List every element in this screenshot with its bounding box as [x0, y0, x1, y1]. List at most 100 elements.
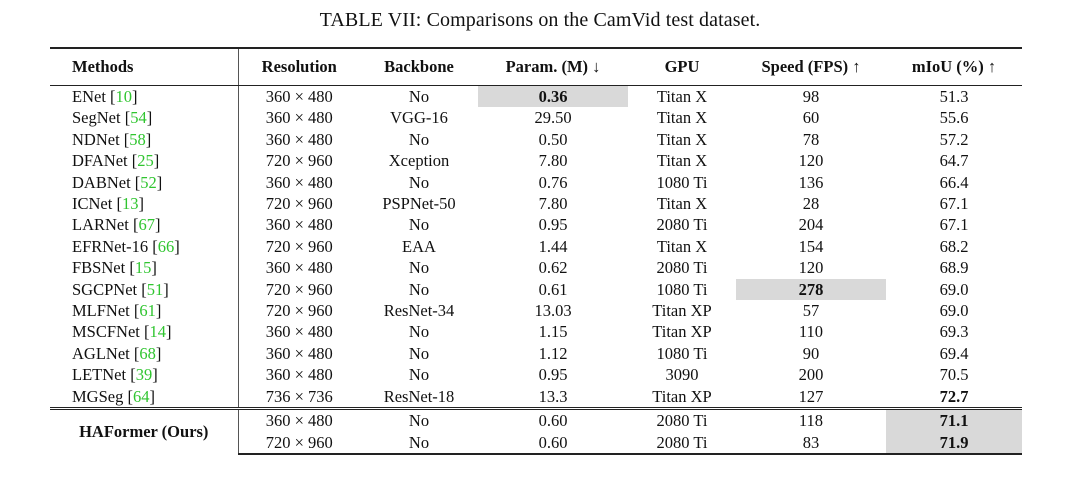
backbone-cell: No [408, 258, 430, 278]
backbone-cell: No [408, 215, 430, 235]
backbone-cell: No [408, 322, 430, 342]
citation-link[interactable]: 52 [140, 172, 157, 192]
citation-link[interactable]: 64 [132, 386, 150, 406]
speed-cell: 200 [798, 365, 824, 385]
speed-cell: 120 [798, 258, 824, 278]
param-cell: 13.3 [538, 386, 568, 406]
citation-link[interactable]: 68 [139, 343, 156, 363]
citation-link[interactable]: 66 [157, 236, 175, 256]
resolution-cell: 360 × 480 [265, 343, 333, 363]
gpu-cell: 2080 Ti [628, 431, 736, 455]
resolution-cell: 360 × 480 [265, 365, 333, 385]
speed-cell: 60 [802, 108, 820, 128]
method-cell: LARNet [67] [50, 214, 239, 236]
miou-cell: 69.3 [939, 322, 969, 342]
citation-link[interactable]: 15 [134, 258, 152, 278]
method-name: MSCFNet [72, 322, 140, 342]
citation-link[interactable]: 14 [149, 322, 166, 342]
table-row: ENet [10] 360 × 480 No 0.36 Titan X 98 5… [50, 85, 1022, 108]
miou-cell: 69.4 [939, 343, 969, 363]
method-cell: SGCPNet [51] [50, 278, 239, 301]
citation-link[interactable]: 10 [115, 87, 133, 106]
miou-cell: 70.5 [939, 365, 969, 385]
table-caption: TABLE VII: Comparisons on the CamVid tes… [319, 9, 761, 31]
citation-link[interactable]: 25 [137, 151, 154, 171]
citation-link[interactable]: 58 [129, 129, 146, 149]
method-cell: LETNet [39] [50, 364, 239, 386]
method-cell: EFRNet-16 [66] [50, 235, 239, 258]
backbone-cell: No [408, 343, 430, 363]
method-name: LETNet [72, 365, 127, 385]
param-cell: 1.12 [538, 343, 568, 363]
param-cell: 0.60 [478, 431, 628, 455]
method-name: FBSNet [72, 258, 126, 278]
param-cell-best: 0.36 [478, 85, 628, 108]
backbone-cell: No [408, 87, 430, 106]
method-name: ENet [72, 87, 106, 106]
speed-cell: 83 [736, 431, 886, 455]
speed-cell: 98 [802, 87, 820, 106]
header-gpu: GPU [628, 47, 736, 86]
param-cell: 0.76 [538, 172, 568, 192]
resolution-cell: 720 × 960 [265, 194, 333, 214]
resolution-cell: 720 × 960 [238, 431, 360, 455]
backbone-cell: No [360, 431, 478, 455]
method-cell: ENet [10] [50, 85, 239, 108]
miou-cell: 66.4 [939, 172, 969, 192]
gpu-cell: 2080 Ti [656, 258, 708, 278]
param-cell: 0.62 [538, 258, 568, 278]
gpu-cell: Titan X [656, 194, 708, 214]
miou-cell-highlight: 71.9 [886, 431, 1022, 455]
comparison-table: Methods Resolution Backbone Param. (M) ↓… [50, 47, 1022, 455]
header-speed: Speed (FPS) ↑ [736, 47, 886, 86]
citation-link[interactable]: 54 [130, 108, 147, 128]
resolution-cell: 720 × 960 [265, 151, 333, 171]
method-cell: FBSNet [15] [50, 257, 239, 279]
speed-cell: 57 [802, 301, 820, 321]
miou-cell: 68.2 [939, 236, 969, 256]
header-row: Methods Resolution Backbone Param. (M) ↓… [50, 47, 1022, 86]
miou-cell: 55.6 [939, 108, 969, 128]
method-cell: ICNet [13] [50, 193, 239, 215]
gpu-cell: 1080 Ti [656, 172, 708, 192]
method-name: MLFNet [72, 301, 130, 321]
speed-cell-best: 278 [736, 278, 886, 301]
miou-cell: 57.2 [939, 129, 969, 149]
speed-cell: 118 [736, 407, 886, 432]
miou-cell: 69.0 [939, 301, 969, 321]
resolution-cell: 720 × 960 [265, 301, 333, 321]
speed-cell: 110 [798, 322, 824, 342]
backbone-cell: No [408, 365, 430, 385]
param-cell: 7.80 [538, 194, 568, 214]
backbone-cell: No [408, 279, 430, 299]
miou-cell: 51.3 [939, 87, 969, 106]
miou-cell: 67.1 [939, 194, 969, 214]
table-row: NDNet [58] 360 × 480 No 0.50 Titan X 78 … [50, 128, 1022, 151]
gpu-cell: Titan X [656, 87, 708, 106]
method-name: LARNet [72, 215, 129, 235]
gpu-cell: Titan XP [652, 301, 712, 321]
table-row: DABNet [52] 360 × 480 No 0.76 1080 Ti 13… [50, 171, 1022, 194]
resolution-cell: 360 × 480 [265, 215, 333, 235]
speed-cell: 120 [798, 151, 824, 171]
speed-cell: 154 [798, 236, 824, 256]
citation-link[interactable]: 67 [138, 215, 155, 235]
param-cell: 0.50 [538, 129, 568, 149]
citation-link[interactable]: 61 [139, 301, 156, 321]
citation-link[interactable]: 13 [121, 194, 139, 214]
miou-cell: 68.9 [939, 258, 969, 278]
method-cell: NDNet [58] [50, 128, 239, 151]
method-cell: MLFNet [61] [50, 300, 239, 322]
gpu-cell: Titan XP [652, 322, 712, 342]
speed-cell: 204 [798, 215, 824, 235]
resolution-cell: 736 × 736 [265, 386, 333, 406]
citation-link[interactable]: 51 [146, 279, 164, 299]
table-row: DFANet [25] 720 × 960 Xception 7.80 Tita… [50, 150, 1022, 172]
backbone-cell: No [408, 129, 430, 149]
citation-link[interactable]: 39 [135, 365, 153, 385]
param-cell: 29.50 [534, 108, 572, 128]
miou-cell: 64.7 [939, 151, 969, 171]
backbone-cell: ResNet-34 [383, 301, 455, 321]
gpu-cell: 3090 [665, 365, 699, 385]
gpu-cell: 1080 Ti [656, 343, 708, 363]
